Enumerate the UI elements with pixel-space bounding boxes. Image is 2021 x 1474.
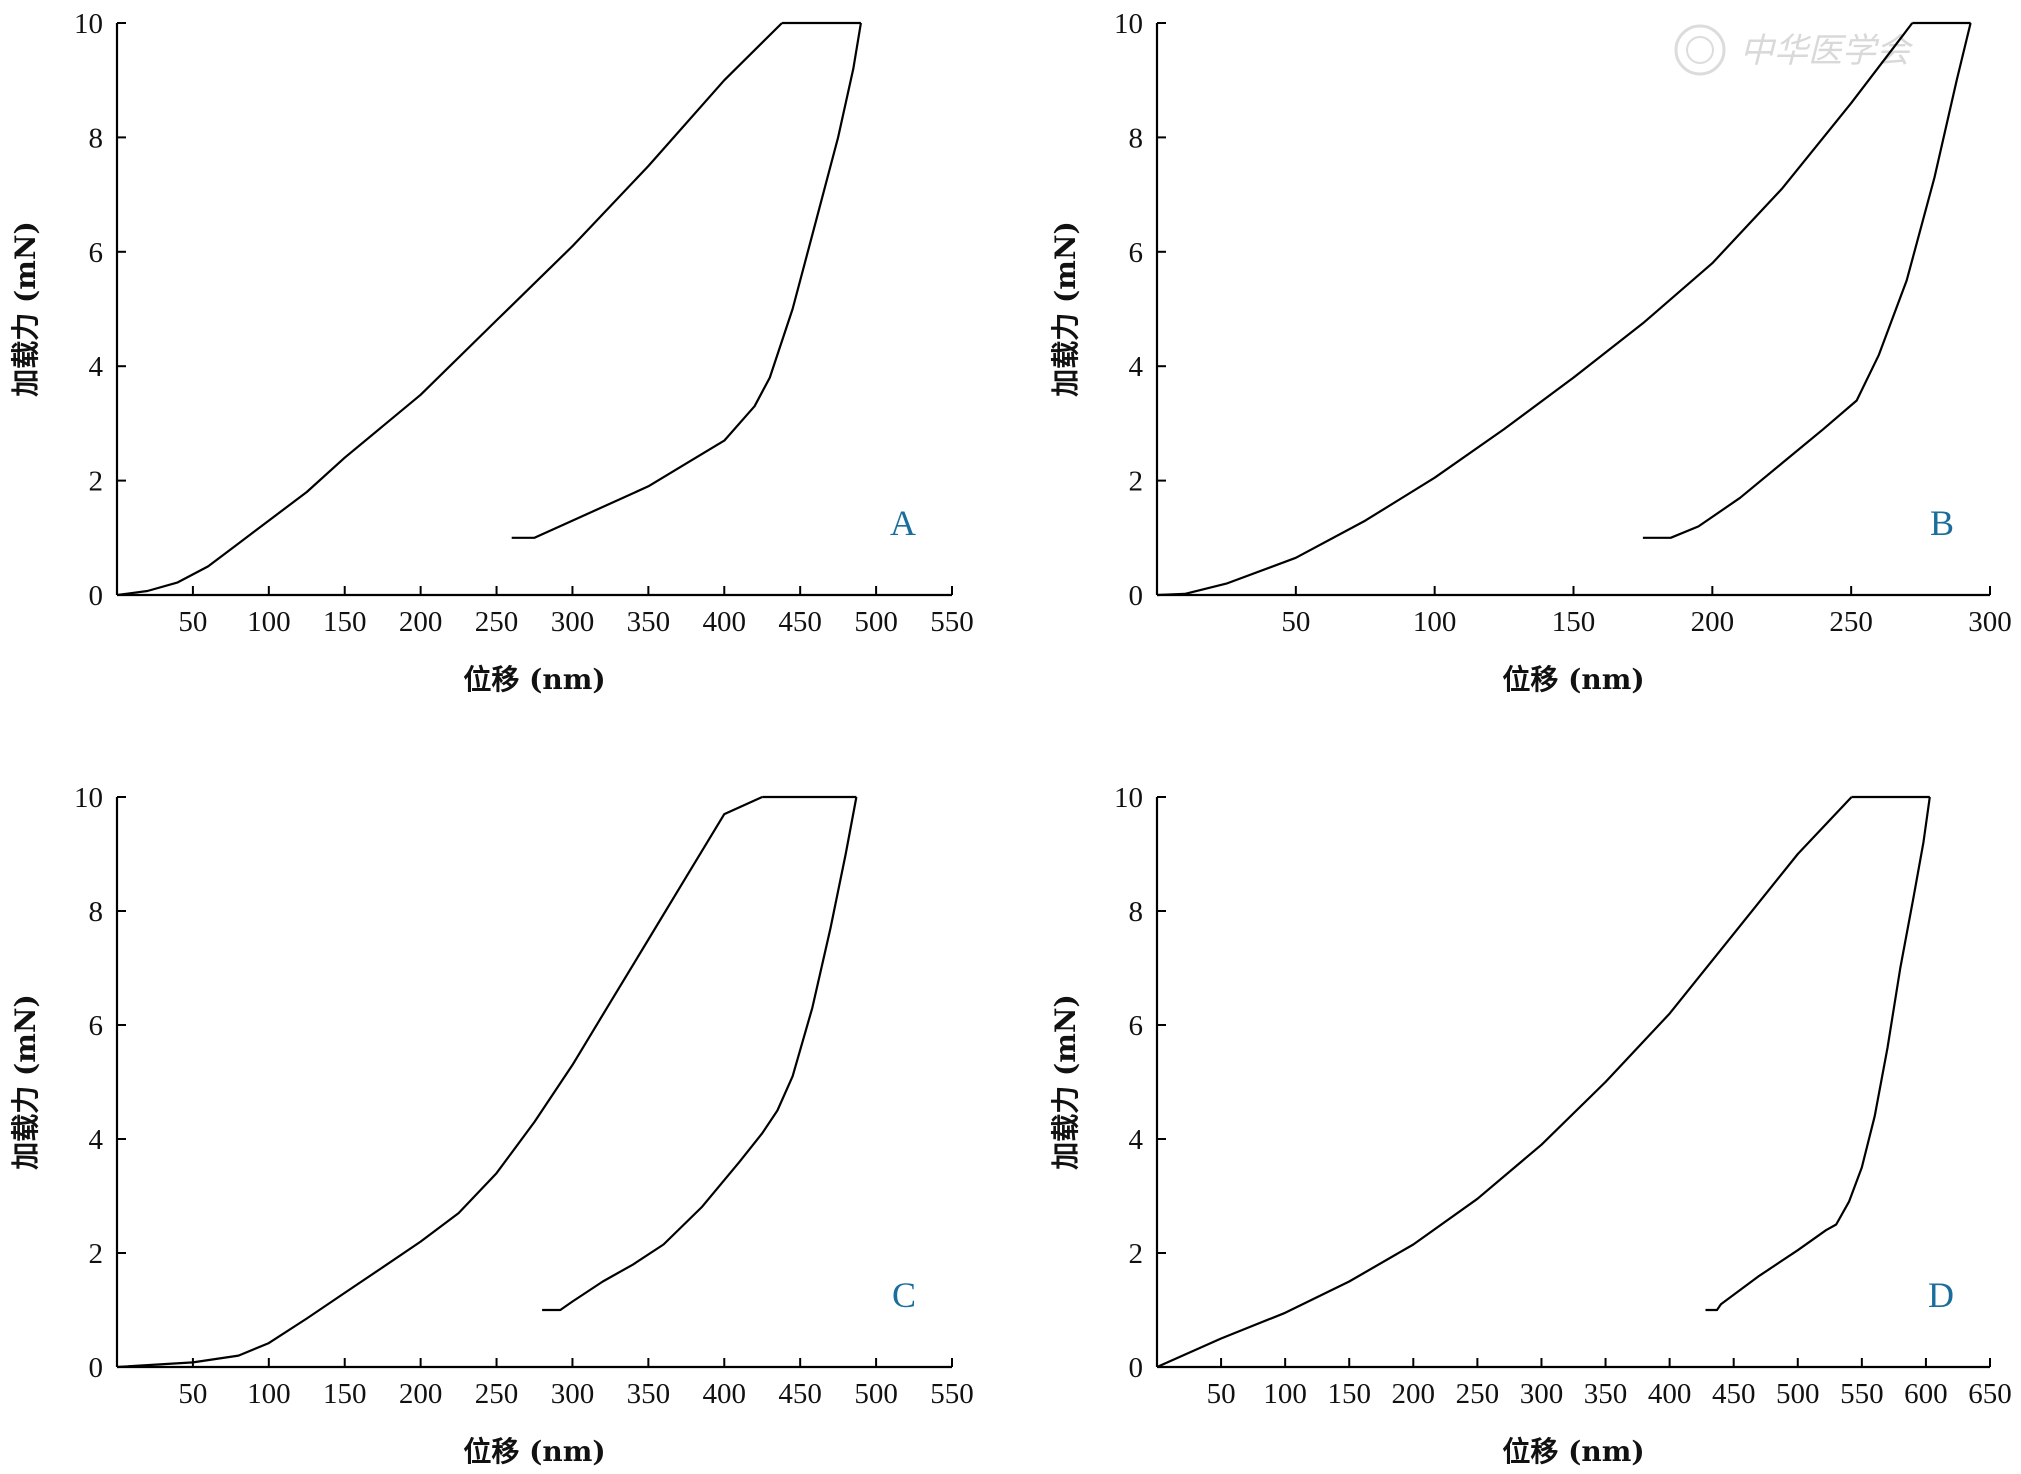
panel-letter: B [1930,503,1954,543]
y-tick-label: 0 [1129,580,1144,612]
y-tick-label: 10 [74,782,103,814]
y-tick-label: 0 [89,1352,104,1384]
x-tick-label: 250 [475,1378,519,1410]
y-tick-label: 2 [89,466,104,498]
x-tick-label: 400 [1648,1378,1692,1410]
y-tick-label: 8 [1129,122,1144,154]
x-tick-label: 50 [178,1378,207,1410]
y-tick-label: 0 [89,580,104,612]
series-loading-line [116,795,763,1369]
x-tick-label: 200 [399,606,443,638]
series-unloading-line [1642,22,1972,539]
series-loading-line [1156,22,1914,597]
x-tick-label: 350 [1584,1378,1628,1410]
y-tick-label: 6 [89,1010,104,1042]
x-tick-label: 550 [930,606,974,638]
y-tick-label: 8 [89,896,104,928]
x-tick-label: 450 [778,1378,822,1410]
x-axis-title: 位移 (nm) [1502,663,1644,696]
x-tick-label: 150 [323,606,367,638]
x-axis-title: 位移 (nm) [463,1435,605,1468]
x-tick-label: 250 [1829,606,1873,638]
y-tick-label: 8 [89,122,104,154]
x-tick-label: 350 [627,606,671,638]
x-tick-label: 100 [1263,1378,1307,1410]
x-tick-label: 300 [1968,606,2012,638]
x-tick-label: 250 [1456,1378,1500,1410]
y-tick-label: 4 [1129,1124,1144,1156]
y-tick-label: 6 [89,237,104,269]
y-axis-title: 加载力 (mN) [9,994,42,1169]
x-tick-label: 200 [1691,606,1735,638]
y-tick-label: 2 [1129,466,1144,498]
x-tick-label: 500 [854,1378,898,1410]
y-tick-label: 4 [1129,351,1144,383]
y-tick-label: 10 [1114,8,1143,40]
panel-letter: A [890,503,916,543]
series-unloading-line [1705,796,1931,1312]
x-tick-label: 500 [1776,1378,1820,1410]
x-tick-label: 150 [1327,1378,1371,1410]
y-tick-label: 10 [74,8,103,40]
x-tick-label: 50 [1207,1378,1236,1410]
x-tick-label: 200 [399,1378,443,1410]
x-tick-label: 550 [930,1378,974,1410]
x-tick-label: 500 [854,606,898,638]
watermark-seal-inner-icon [1686,36,1714,64]
series-loading-line [116,22,783,597]
y-tick-label: 10 [1114,782,1143,814]
x-tick-label: 650 [1968,1378,2012,1410]
x-tick-label: 50 [1281,606,1310,638]
x-tick-label: 250 [475,606,519,638]
series-unloading-line [542,796,858,1312]
y-tick-label: 0 [1129,1352,1144,1384]
panel-letter: C [892,1275,916,1315]
y-tick-label: 2 [1129,1238,1144,1270]
panel-d: 50 100 150 200 250 300 350 400 450 500 550 600 650 0 2… [1049,782,2012,1468]
x-axis-title: 位移 (nm) [463,663,605,696]
y-tick-label: 8 [1129,896,1144,928]
x-tick-label: 150 [1552,606,1596,638]
x-tick-label: 350 [627,1378,671,1410]
y-tick-label: 4 [89,351,104,383]
x-tick-label: 100 [1413,606,1457,638]
y-tick-label: 4 [89,1124,104,1156]
x-tick-label: 200 [1392,1378,1436,1410]
x-tick-label: 300 [551,1378,595,1410]
y-tick-label: 2 [89,1238,104,1270]
watermark-seal-icon [1674,24,1726,76]
x-tick-label: 50 [178,606,207,638]
y-axis-title: 加载力 (mN) [1049,221,1082,396]
x-axis-title: 位移 (nm) [1502,1435,1644,1468]
x-tick-label: 100 [247,1378,291,1410]
x-tick-label: 450 [1712,1378,1756,1410]
panel-letter: D [1928,1275,1954,1315]
x-tick-label: 150 [323,1378,367,1410]
y-axis-title: 加载力 (mN) [1049,994,1082,1169]
y-tick-label: 6 [1129,237,1144,269]
panel-b: 50 100 150 200 250 300 0 2 4 6 8 10 位移 (nm) 加载力 (mN) B [1049,8,2012,696]
watermark: 中华医学会 [1674,24,1914,76]
series-loading-line [1156,796,1853,1369]
y-tick-label: 6 [1129,1010,1144,1042]
panel-a: 50 100 150 200 250 300 350 400 450 500 550 0 2 4 6 8 10 位… [9,8,974,696]
x-tick-label: 550 [1840,1378,1884,1410]
x-tick-label: 100 [247,606,291,638]
panel-c: 50 100 150 200 250 300 350 400 450 500 550 0 2 4 6 8 10 位… [9,782,974,1468]
x-tick-label: 400 [703,606,747,638]
x-tick-label: 300 [551,606,595,638]
series-unloading-line [511,22,862,539]
x-tick-label: 600 [1904,1378,1948,1410]
y-axis-title: 加载力 (mN) [9,221,42,396]
x-tick-label: 300 [1520,1378,1564,1410]
watermark-text: 中华医学会 [1740,31,1914,71]
x-tick-label: 400 [703,1378,747,1410]
x-tick-label: 450 [778,606,822,638]
